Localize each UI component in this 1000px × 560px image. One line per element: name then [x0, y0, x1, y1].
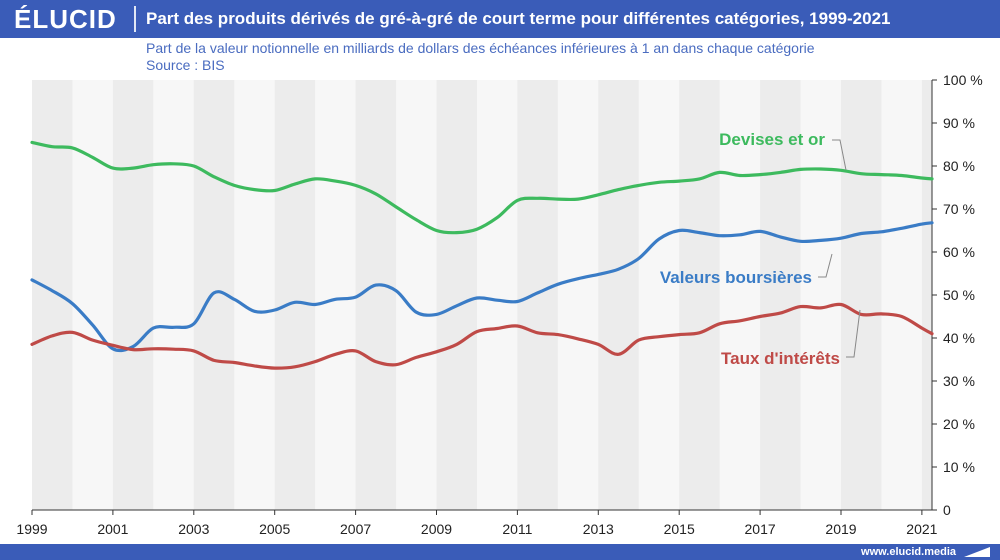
- x-tick-label: 2003: [178, 521, 209, 537]
- y-tick-label: 30 %: [943, 373, 975, 389]
- x-tick-label: 2009: [421, 521, 452, 537]
- year-band: [760, 80, 801, 510]
- brand-logo: ÉLUCID: [14, 4, 117, 34]
- header-divider: [134, 6, 136, 32]
- x-tick-label: 2021: [906, 521, 937, 537]
- year-band: [679, 80, 720, 510]
- year-band: [517, 80, 558, 510]
- year-band: [921, 80, 932, 510]
- x-tick-label: 2013: [583, 521, 614, 537]
- x-tick-label: 2001: [97, 521, 128, 537]
- leader-line: [818, 253, 833, 278]
- series-lines: [30, 140, 934, 370]
- year-band: [436, 80, 477, 510]
- x-tick-label: 2005: [259, 521, 290, 537]
- y-tick-label: 80 %: [943, 158, 975, 174]
- brand-mark-icon: [964, 547, 990, 557]
- year-band: [112, 80, 154, 510]
- chart-source: Source : BIS: [146, 57, 225, 73]
- x-tick-label: 2019: [825, 521, 856, 537]
- y-axis: 0 10 % 20 % 30 % 40 % 50 % 60 % 70 % 80 % 90 % 100…: [931, 72, 983, 518]
- year-band: [840, 80, 882, 510]
- y-tick-label: 90 %: [943, 115, 975, 131]
- label-valeurs-boursieres: Valeurs boursières: [660, 268, 812, 287]
- year-band: [598, 80, 639, 510]
- header-bar: ÉLUCID Part des produits dérivés de gré-…: [0, 0, 1000, 38]
- x-tick-label: 2011: [502, 521, 532, 537]
- x-tick-label: 2017: [745, 521, 776, 537]
- label-taux-interets: Taux d'intérêts: [721, 349, 840, 368]
- y-tick-label: 50 %: [943, 287, 975, 303]
- chart-subtitle: Part de la valeur notionnelle en milliar…: [146, 40, 815, 56]
- valeurs-boursieres-line: [30, 221, 934, 353]
- x-tick-label: 2007: [340, 521, 371, 537]
- label-devises-et-or: Devises et or: [719, 130, 825, 149]
- footer-bar: www.elucid.media: [0, 544, 1000, 560]
- x-tick-label: 2015: [664, 521, 695, 537]
- y-tick-label: 100 %: [943, 72, 983, 88]
- taux-interets-line: [30, 302, 934, 370]
- y-tick-label: 0: [943, 502, 951, 518]
- devises-et-or-line: [30, 140, 934, 235]
- year-band: [32, 80, 73, 510]
- x-axis: 1999 2001 2003 2005 2007 2009 2011 2013 2015 2017…: [16, 509, 938, 537]
- chart-title: Part des produits dérivés de gré-à-gré d…: [146, 9, 891, 28]
- y-tick-label: 70 %: [943, 201, 975, 217]
- series-labels: Devises et or Valeurs boursières Taux d'in…: [660, 130, 861, 368]
- y-tick-label: 10 %: [943, 459, 975, 475]
- y-tick-label: 20 %: [943, 416, 975, 432]
- footer-url[interactable]: www.elucid.media: [861, 546, 956, 558]
- y-tick-label: 60 %: [943, 244, 975, 260]
- year-band: [274, 80, 316, 510]
- leader-line: [846, 309, 861, 358]
- y-tick-label: 40 %: [943, 330, 975, 346]
- x-tick-label: 1999: [16, 521, 47, 537]
- leader-line: [832, 139, 847, 171]
